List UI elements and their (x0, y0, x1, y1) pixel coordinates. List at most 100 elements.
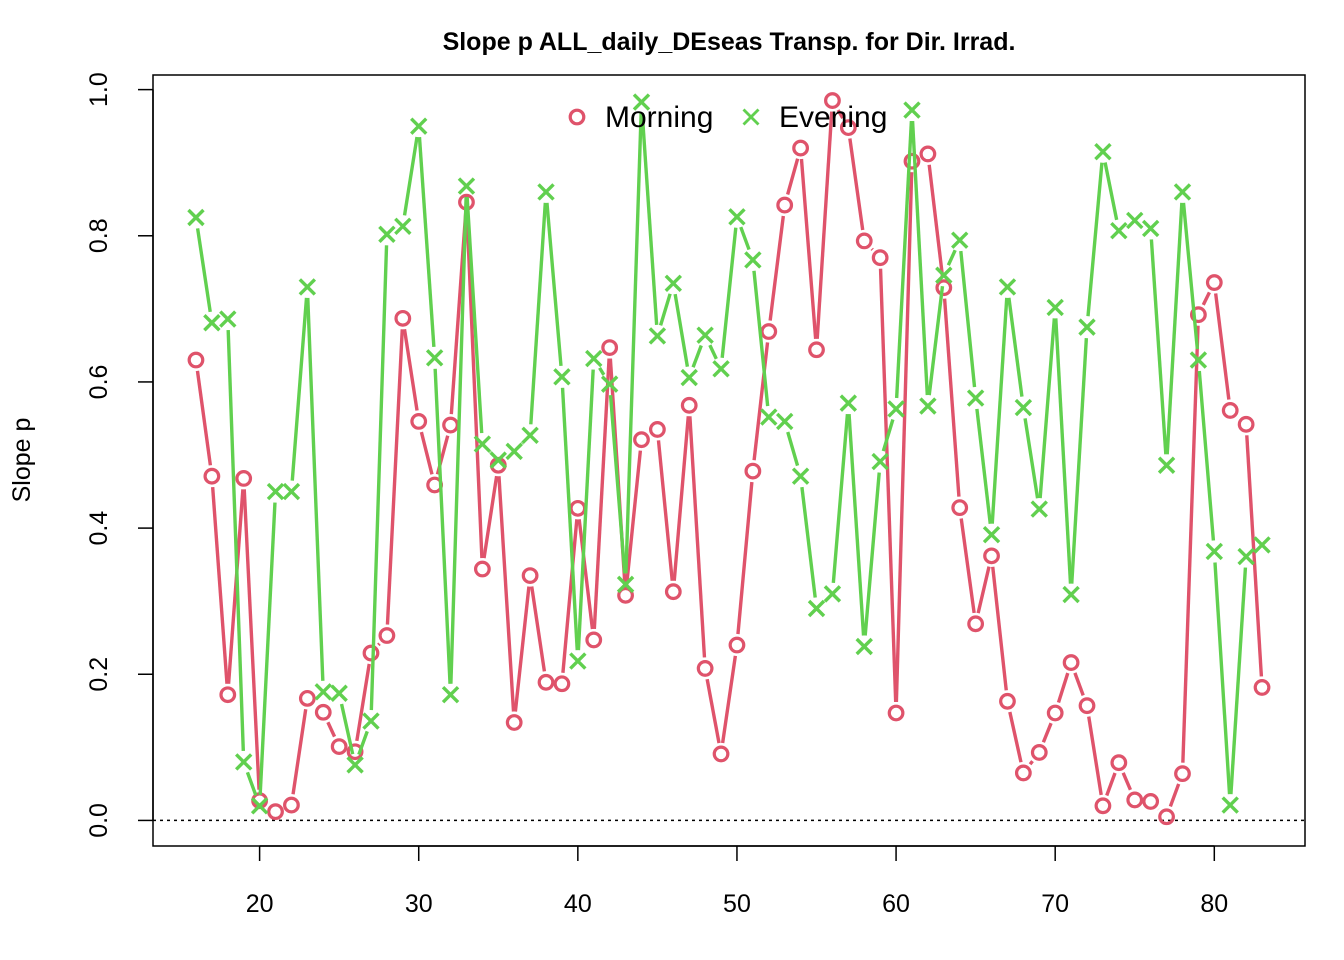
evening-point (680, 368, 698, 387)
morning-point (1205, 274, 1223, 291)
evening-point (569, 652, 587, 670)
evening-line-segment (1165, 202, 1184, 455)
legend-item-morning: Morning (568, 101, 713, 134)
evening-point (250, 797, 269, 815)
evening-point (362, 712, 380, 730)
evening-line-segment (708, 344, 718, 360)
x-tick-label: 80 (1200, 890, 1228, 918)
morning-line-segment (377, 642, 381, 647)
morning-point (346, 743, 364, 761)
evening-point (537, 183, 555, 201)
morning-point (1126, 791, 1144, 809)
evening-line-segment (881, 419, 895, 452)
morning-point (951, 499, 969, 517)
evening-line-segment (226, 330, 246, 752)
morning-point (378, 627, 396, 644)
evening-point (1030, 500, 1048, 518)
morning-point (1062, 654, 1080, 671)
morning-point (235, 470, 253, 487)
morning-point (1237, 415, 1255, 433)
evening-line-segment (545, 202, 563, 367)
morning-line-segment (419, 431, 434, 475)
evening-point (1189, 351, 1208, 369)
evening-line-segment (1070, 338, 1089, 584)
evening-line-segment (576, 369, 595, 651)
evening-point (1110, 221, 1128, 240)
morning-line-segment (688, 416, 707, 658)
evening-line-segment (598, 366, 606, 376)
morning-point (537, 673, 555, 691)
evening-point (791, 467, 810, 485)
morning-point (1174, 765, 1191, 783)
evening-point (1157, 456, 1176, 474)
evening-line-segment (1149, 239, 1168, 455)
morning-point (585, 631, 603, 649)
chart-title: Slope p ALL_daily_DEseas Transp. for Dir… (443, 28, 1016, 56)
evening-point (410, 117, 428, 135)
morning-line-segment (672, 416, 690, 581)
evening-point (346, 756, 364, 774)
morning-point (633, 431, 650, 449)
evening-point (1237, 547, 1255, 566)
morning-point (887, 704, 905, 722)
morning-point (871, 249, 889, 267)
evening-line-segment (910, 120, 930, 396)
evening-point (394, 217, 412, 235)
morning-point (664, 583, 682, 601)
evening-line-segment (529, 202, 547, 425)
morning-line-segment (836, 109, 845, 119)
morning-line-segment (291, 709, 308, 795)
y-tick-label: 0.4 (85, 511, 113, 546)
morning-point (394, 309, 412, 327)
y-tick-label: 1.0 (85, 72, 113, 107)
morning-line-segment (1168, 783, 1181, 808)
morning-line-segment (513, 586, 531, 712)
evening-point (521, 426, 539, 444)
evening-line-segment (195, 228, 212, 313)
y-tick-label: 0.2 (85, 657, 113, 692)
evening-line-segment (560, 387, 579, 651)
morning-point (410, 413, 428, 430)
morning-point (298, 689, 316, 707)
evening-line-segment (720, 227, 738, 359)
morning-line-segment (786, 158, 800, 195)
evening-line-segment (369, 245, 389, 711)
morning-line-segment (870, 247, 874, 251)
morning-point (1078, 697, 1096, 715)
evening-line-segment (1103, 162, 1119, 221)
morning-line-segment (1201, 291, 1211, 306)
morning-line-segment (720, 655, 738, 744)
evening-point (203, 314, 221, 332)
evening-point (1046, 298, 1064, 317)
evening-line-segment (691, 344, 703, 368)
morning-line-segment (592, 358, 611, 630)
y-axis-label: Slope p (8, 418, 36, 503)
evening-point (807, 599, 826, 618)
evening-point (1141, 219, 1160, 238)
morning-line-segment (942, 298, 961, 497)
evening-line-segment (640, 112, 659, 326)
evening-point (632, 93, 651, 111)
evening-line-segment (959, 250, 977, 388)
morning-point (362, 644, 380, 662)
evening-line-segment (290, 297, 309, 481)
morning-point (1158, 808, 1175, 826)
evening-point (441, 686, 460, 704)
evening-line-segment (673, 293, 690, 367)
morning-point (1253, 679, 1271, 696)
morning-line-segment (1041, 722, 1053, 743)
evening-line-segment (752, 270, 770, 407)
legend-marker-circle (568, 108, 586, 126)
evening-point (966, 389, 985, 407)
morning-point (1014, 764, 1032, 782)
morning-point (283, 796, 300, 814)
morning-point (617, 586, 634, 604)
evening-point (378, 225, 396, 244)
evening-line-segment (433, 368, 452, 684)
evening-point (616, 575, 635, 594)
morning-line-segment (497, 476, 516, 712)
evening-line-segment (739, 226, 751, 251)
evening-line-segment (975, 408, 992, 524)
y-axis: 0.0 0.2 0.4 0.6 0.8 1.0 (85, 72, 154, 838)
